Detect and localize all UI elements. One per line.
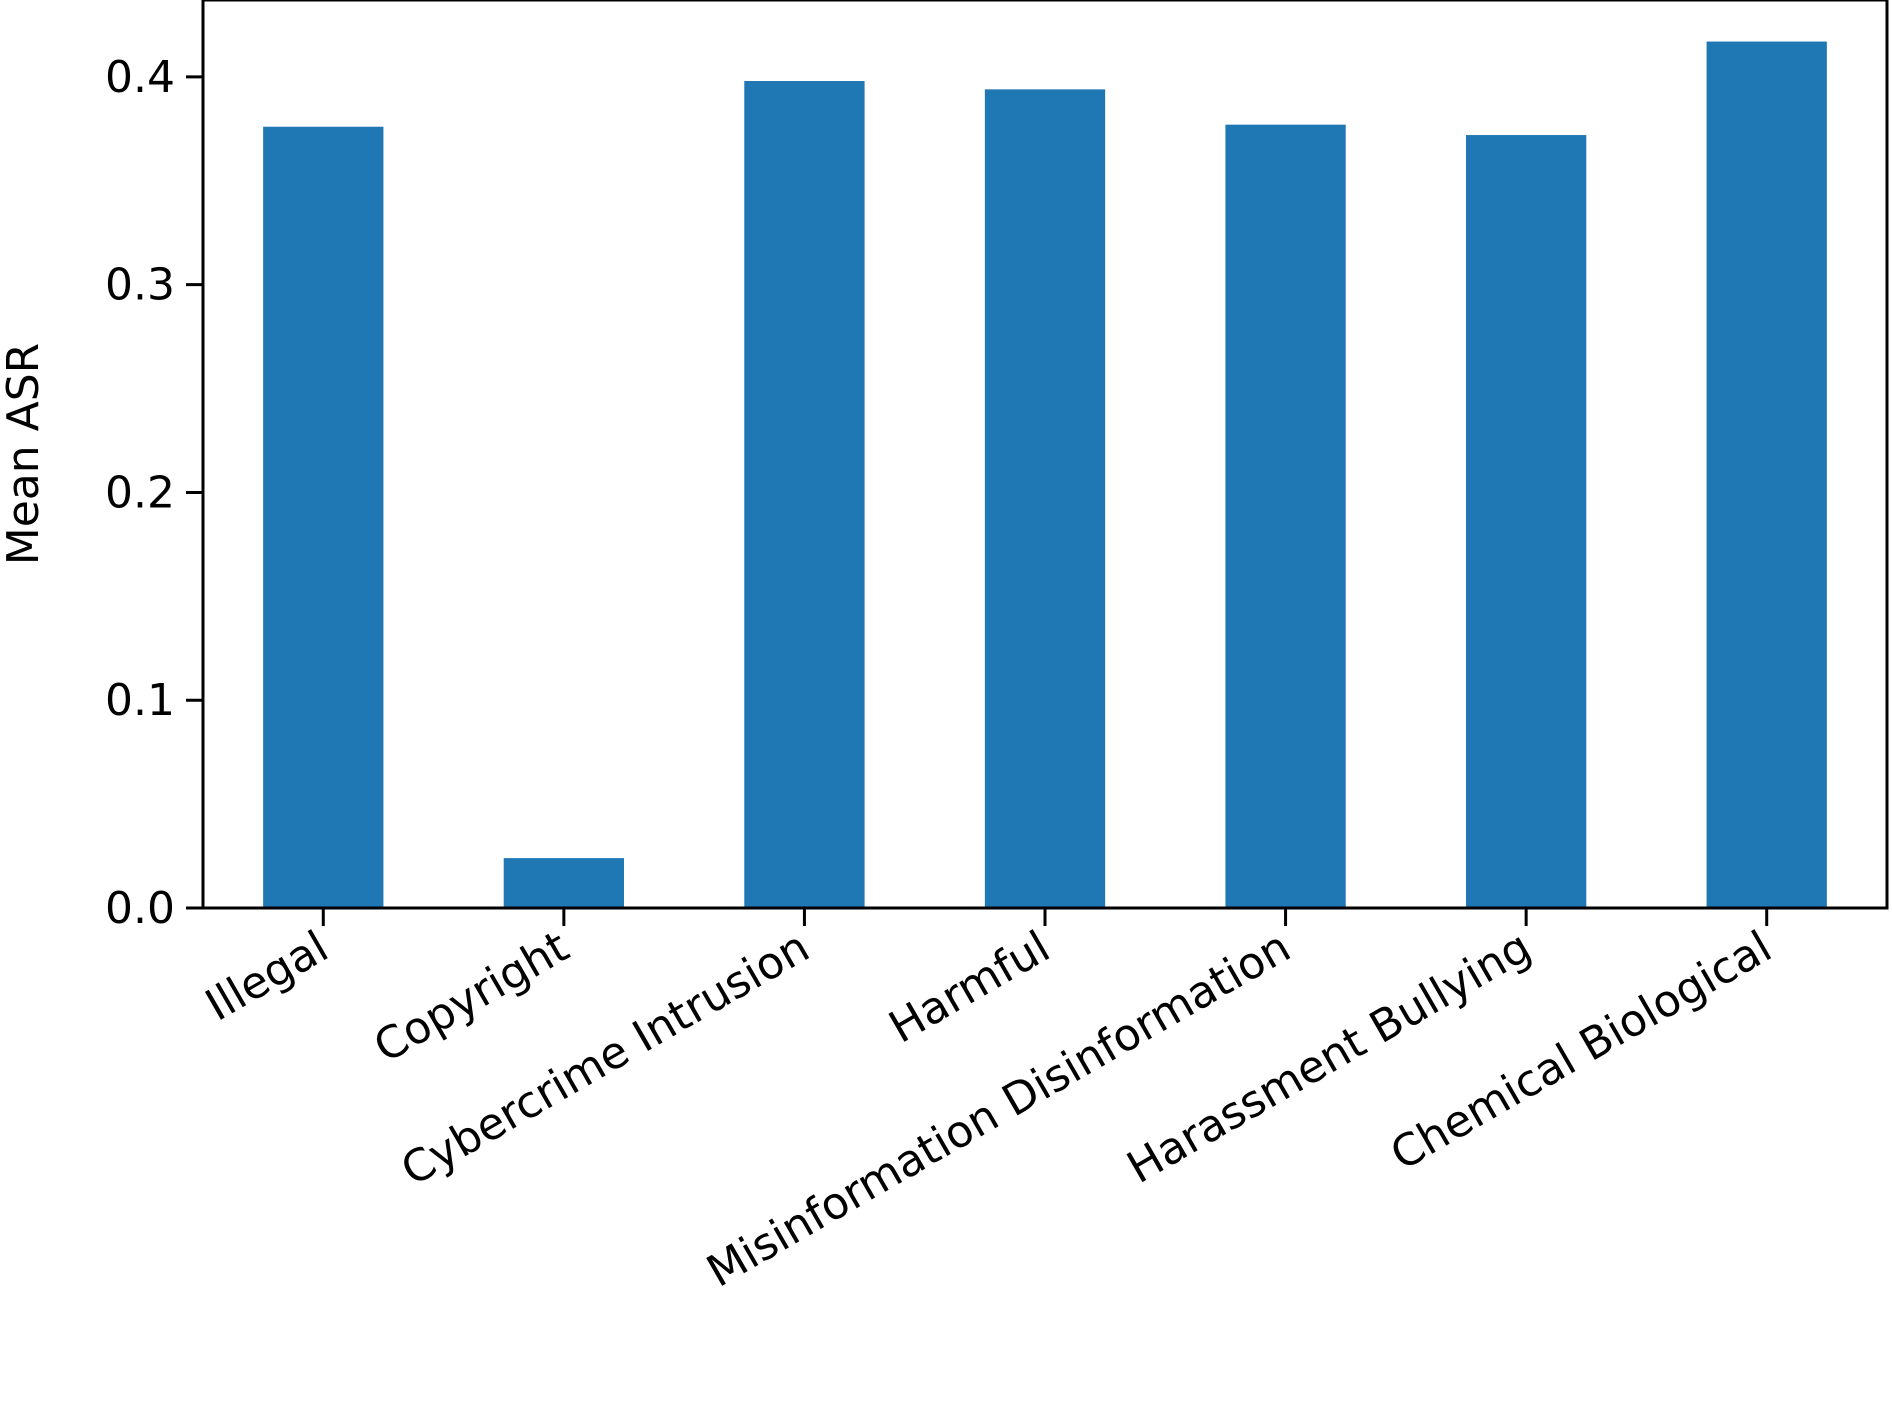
x-tick-label: Copyright	[366, 921, 578, 1073]
y-tick-label: 0.4	[105, 52, 175, 103]
x-tick-label: Harmful	[881, 921, 1059, 1053]
x-tick-label: Illegal	[197, 921, 336, 1031]
y-axis-ticks: 0.0 0.1 0.2 0.3 0.4	[105, 52, 203, 934]
x-tick-label: Harassment Bullying	[1119, 921, 1540, 1193]
bar-copyright	[503, 858, 624, 908]
bar-chemical-biological	[1706, 41, 1827, 909]
y-axis-label: Mean ASR	[0, 343, 49, 565]
bar-illegal	[263, 126, 384, 908]
x-tick-label: Cybercrime Intrusion	[393, 921, 818, 1196]
bar-misinformation-disinformation	[1225, 124, 1346, 909]
axes-frame	[201, 0, 1889, 910]
y-tick-label: 0.2	[105, 467, 175, 518]
y-tick-label: 0.3	[105, 260, 175, 311]
x-tick-label: Chemical Biological	[1382, 921, 1780, 1180]
bar-harmful	[984, 89, 1106, 909]
bar-cybercrime-intrusion	[744, 81, 865, 908]
bars-layer	[263, 41, 1827, 909]
bar-harassment-bullying	[1466, 135, 1587, 908]
y-tick-label: 0.0	[105, 883, 175, 934]
y-tick-label: 0.1	[105, 675, 175, 726]
